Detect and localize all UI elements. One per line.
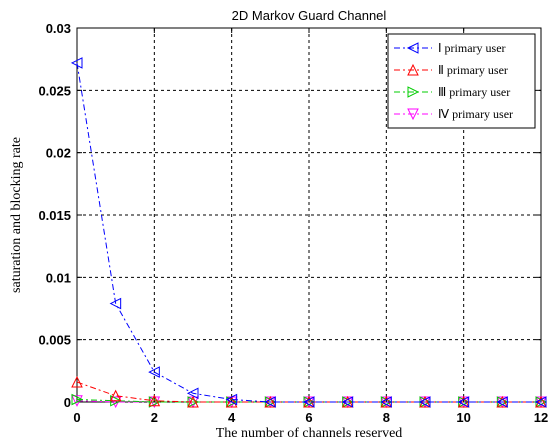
chart-title: 2D Markov Guard Channel xyxy=(232,8,387,23)
legend-label: Ⅲ primary user xyxy=(438,85,510,99)
data-point xyxy=(71,375,83,388)
y-tick-label: 0.025 xyxy=(38,83,71,98)
data-point xyxy=(341,396,354,408)
legend-marker xyxy=(406,42,419,54)
series-line xyxy=(76,381,541,403)
series-1 xyxy=(70,57,547,408)
y-tick-label: 0.015 xyxy=(38,208,71,223)
x-tick-label: 0 xyxy=(73,410,80,425)
data-point xyxy=(148,394,161,407)
data-point xyxy=(109,389,122,402)
x-tick-label: 6 xyxy=(305,410,312,425)
data-point xyxy=(302,396,315,408)
x-tick-label: 8 xyxy=(383,410,390,425)
x-tick-label: 10 xyxy=(456,410,470,425)
legend-entry-4: Ⅳ primary user xyxy=(394,107,513,121)
legend-box xyxy=(387,33,536,129)
legend-label: Ⅱ primary user xyxy=(438,63,508,77)
data-point xyxy=(109,297,122,310)
x-tick-label: 2 xyxy=(151,410,158,425)
legend-label: Ⅰ primary user xyxy=(438,41,506,55)
x-axis-label: The number of channels reserved xyxy=(216,426,403,441)
legend-entry-3: Ⅲ primary user xyxy=(394,85,510,99)
data-point xyxy=(148,396,161,408)
data-point xyxy=(71,393,84,406)
y-tick-label: 0.02 xyxy=(46,146,71,161)
x-tick-labels: 0 2 4 6 8 10 12 xyxy=(73,410,548,425)
data-point xyxy=(457,396,470,408)
legend-entry-1: Ⅰ primary user xyxy=(394,41,506,55)
series-line xyxy=(76,62,541,403)
data-point xyxy=(148,366,160,378)
data-point xyxy=(226,396,238,408)
series-layer xyxy=(70,57,548,409)
data-point xyxy=(70,57,83,69)
x-tick-label: 4 xyxy=(228,410,236,425)
series-2 xyxy=(71,375,547,408)
y-tick-label: 0.03 xyxy=(46,21,71,36)
x-tick-label: 12 xyxy=(534,410,548,425)
data-point xyxy=(225,393,238,406)
y-tick-labels: 0 0.005 0.01 0.015 0.02 0.025 0.03 xyxy=(38,21,71,410)
data-point xyxy=(225,395,238,408)
data-point xyxy=(534,396,547,408)
legend-marker xyxy=(407,63,419,76)
data-point xyxy=(264,395,277,408)
data-point xyxy=(380,396,392,408)
data-point xyxy=(187,395,199,408)
legend-label: Ⅳ primary user xyxy=(438,107,513,121)
legend-entry-2: Ⅱ primary user xyxy=(394,63,508,77)
legend: Ⅰ primary user Ⅱ primary user Ⅲ primary us… xyxy=(387,33,536,129)
data-point xyxy=(496,396,508,408)
y-tick-label: 0.01 xyxy=(46,270,71,285)
data-point xyxy=(419,395,431,408)
y-axis-label: saturation and blocking rate xyxy=(9,137,24,293)
legend-marker xyxy=(407,86,420,98)
data-point xyxy=(264,396,276,408)
data-point xyxy=(418,396,431,408)
legend-marker xyxy=(407,108,419,121)
data-point xyxy=(535,395,547,408)
data-point xyxy=(186,387,199,400)
y-tick-label: 0.005 xyxy=(38,333,71,348)
y-tick-label: 0 xyxy=(64,395,71,410)
